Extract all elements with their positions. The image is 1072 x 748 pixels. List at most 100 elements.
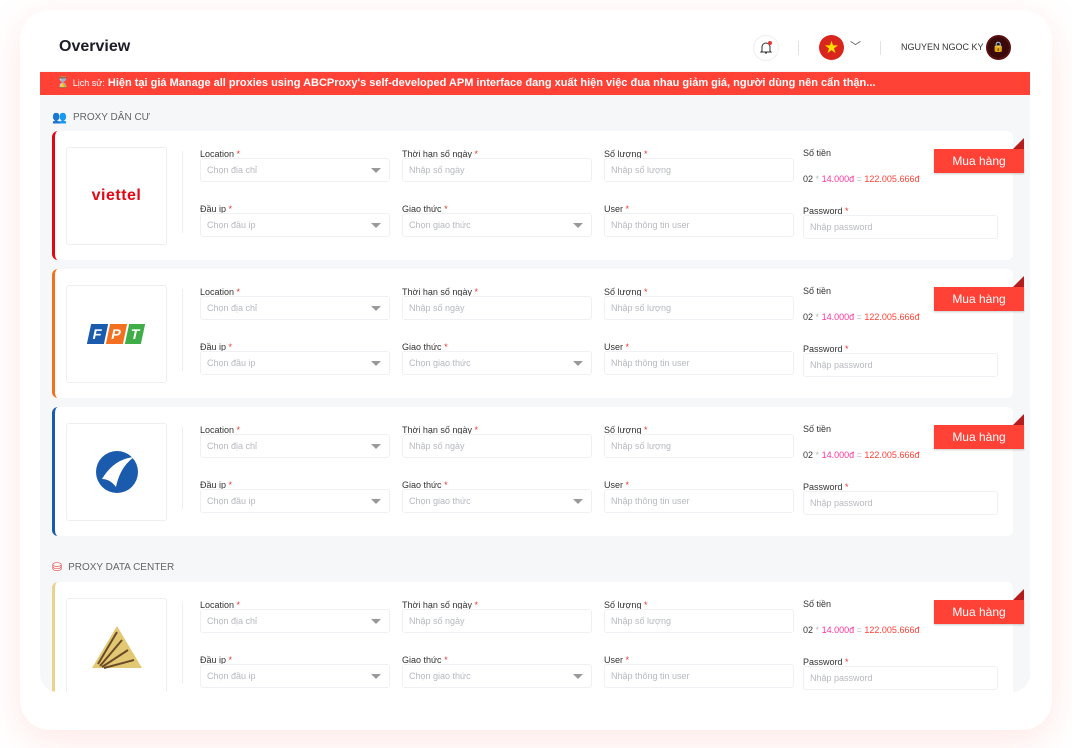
password-label: Password * — [803, 482, 849, 492]
duration-input[interactable]: Nhập số ngày — [402, 296, 592, 320]
section-title-residential: 👥 PROXY DÂN CƯ — [52, 110, 150, 124]
overview-panel: Overview ★ ﹀ NGUYEN NGOC KY 🔒 ⌛ Lịch sử:… — [40, 25, 1030, 692]
dropdown-arrow-icon — [371, 168, 381, 173]
placeholder: Nhập password — [810, 673, 873, 683]
section-label: PROXY DÂN CƯ — [72, 111, 151, 123]
placeholder: Chọn giao thức — [409, 671, 471, 681]
user-label: User * — [604, 655, 630, 665]
notification-button[interactable] — [753, 35, 779, 61]
protocol-select[interactable]: Chọn giao thức — [402, 489, 592, 513]
buy-button[interactable]: Mua hàng — [934, 287, 1024, 311]
quantity-input[interactable]: Nhập số lượng — [604, 296, 794, 320]
placeholder: Nhập số ngày — [409, 303, 465, 313]
ip-prefix-select[interactable]: Chọn đầu ip — [200, 664, 390, 688]
buy-button[interactable]: Mua hàng — [934, 600, 1024, 624]
user-label: User * — [604, 342, 630, 352]
placeholder: Nhập số lượng — [611, 165, 671, 175]
password-label: Password * — [803, 344, 849, 354]
provider-logo: viettel — [66, 147, 167, 245]
avatar[interactable]: 🔒 — [986, 35, 1011, 60]
user-input[interactable]: Nhập thông tin user — [604, 664, 794, 688]
amount-label: Số tiền — [803, 286, 832, 296]
placeholder: Chọn địa chỉ — [207, 441, 258, 451]
ip-prefix-label: Đầu ip * — [200, 342, 233, 352]
placeholder: Nhập thông tin user — [611, 671, 690, 681]
location-select[interactable]: Chọn địa chỉ — [200, 434, 390, 458]
banner-prefix: Lịch sử: — [72, 78, 105, 88]
username[interactable]: NGUYEN NGOC KY — [901, 42, 984, 52]
ribbon-fold — [1013, 414, 1024, 425]
protocol-label: Giao thức * — [402, 655, 448, 665]
placeholder: Nhập password — [810, 360, 873, 370]
ip-prefix-select[interactable]: Chọn đầu ip — [200, 351, 390, 375]
section-title-datacenter: ⛁ PROXY DATA CENTER — [52, 560, 174, 574]
placeholder: Nhập số lượng — [611, 616, 671, 626]
page-title: Overview — [59, 38, 131, 55]
placeholder: Nhập số ngày — [409, 616, 465, 626]
buy-button[interactable]: Mua hàng — [934, 149, 1024, 173]
divider — [182, 602, 183, 684]
ribbon-fold — [1013, 138, 1024, 149]
ip-prefix-label: Đầu ip * — [200, 480, 233, 490]
dropdown-arrow-icon — [573, 361, 583, 366]
duration-input[interactable]: Nhập số ngày — [402, 609, 592, 633]
dropdown-arrow-icon — [371, 619, 381, 624]
protocol-label: Giao thức * — [402, 342, 448, 352]
dropdown-arrow-icon — [371, 223, 381, 228]
placeholder: Chọn địa chỉ — [207, 616, 258, 626]
quantity-input[interactable]: Nhập số lượng — [604, 158, 794, 182]
amount-label: Số tiền — [803, 424, 832, 434]
protocol-label: Giao thức * — [402, 480, 448, 490]
top-header: Overview ★ ﹀ NGUYEN NGOC KY 🔒 — [40, 25, 1030, 71]
location-label: Location * — [200, 149, 241, 159]
password-label: Password * — [803, 206, 849, 216]
buy-button[interactable]: Mua hàng — [934, 425, 1024, 449]
password-input[interactable]: Nhập password — [803, 215, 998, 239]
user-input[interactable]: Nhập thông tin user — [604, 213, 794, 237]
dropdown-arrow-icon — [573, 499, 583, 504]
protocol-select[interactable]: Chọn giao thức — [402, 213, 592, 237]
duration-label: Thời hạn số ngày * — [402, 287, 478, 297]
user-label: User * — [604, 204, 630, 214]
protocol-select[interactable]: Chọn giao thức — [402, 351, 592, 375]
location-label: Location * — [200, 287, 241, 297]
placeholder: Chọn đầu ip — [207, 671, 256, 681]
placeholder: Chọn địa chỉ — [207, 303, 258, 313]
vietnam-flag-icon[interactable]: ★ — [819, 35, 844, 60]
password-input[interactable]: Nhập password — [803, 666, 998, 690]
quantity-input[interactable]: Nhập số lượng — [604, 609, 794, 633]
divider — [182, 427, 183, 509]
dropdown-arrow-icon — [371, 306, 381, 311]
user-label: User * — [604, 480, 630, 490]
location-select[interactable]: Chọn địa chỉ — [200, 609, 390, 633]
duration-input[interactable]: Nhập số ngày — [402, 434, 592, 458]
bell-icon — [759, 42, 773, 54]
placeholder: Chọn giao thức — [409, 358, 471, 368]
price-summary: 02 * 14.000đ = 122.005.666đ — [803, 625, 920, 635]
quantity-input[interactable]: Nhập số lượng — [604, 434, 794, 458]
price-summary: 02 * 14.000đ = 122.005.666đ — [803, 450, 920, 460]
announcement-banner: ⌛ Lịch sử: Hiện tại giá Manage all proxi… — [40, 72, 1030, 95]
ip-prefix-select[interactable]: Chọn đầu ip — [200, 213, 390, 237]
amount-label: Số tiền — [803, 599, 832, 609]
vnpt-logo — [95, 451, 138, 493]
duration-input[interactable]: Nhập số ngày — [402, 158, 592, 182]
price-summary: 02 * 14.000đ = 122.005.666đ — [803, 312, 920, 322]
location-select[interactable]: Chọn địa chỉ — [200, 296, 390, 320]
placeholder: Nhập số ngày — [409, 165, 465, 175]
protocol-select[interactable]: Chọn giao thức — [402, 664, 592, 688]
protocol-label: Giao thức * — [402, 204, 448, 214]
password-input[interactable]: Nhập password — [803, 491, 998, 515]
password-input[interactable]: Nhập password — [803, 353, 998, 377]
user-input[interactable]: Nhập thông tin user — [604, 489, 794, 513]
ip-prefix-select[interactable]: Chọn đầu ip — [200, 489, 390, 513]
dropdown-arrow-icon — [371, 499, 381, 504]
location-select[interactable]: Chọn địa chỉ — [200, 158, 390, 182]
placeholder: Chọn giao thức — [409, 496, 471, 506]
user-input[interactable]: Nhập thông tin user — [604, 351, 794, 375]
ip-prefix-label: Đầu ip * — [200, 655, 233, 665]
ribbon-fold — [1013, 589, 1024, 600]
chevron-down-icon[interactable]: ﹀ — [850, 41, 861, 53]
